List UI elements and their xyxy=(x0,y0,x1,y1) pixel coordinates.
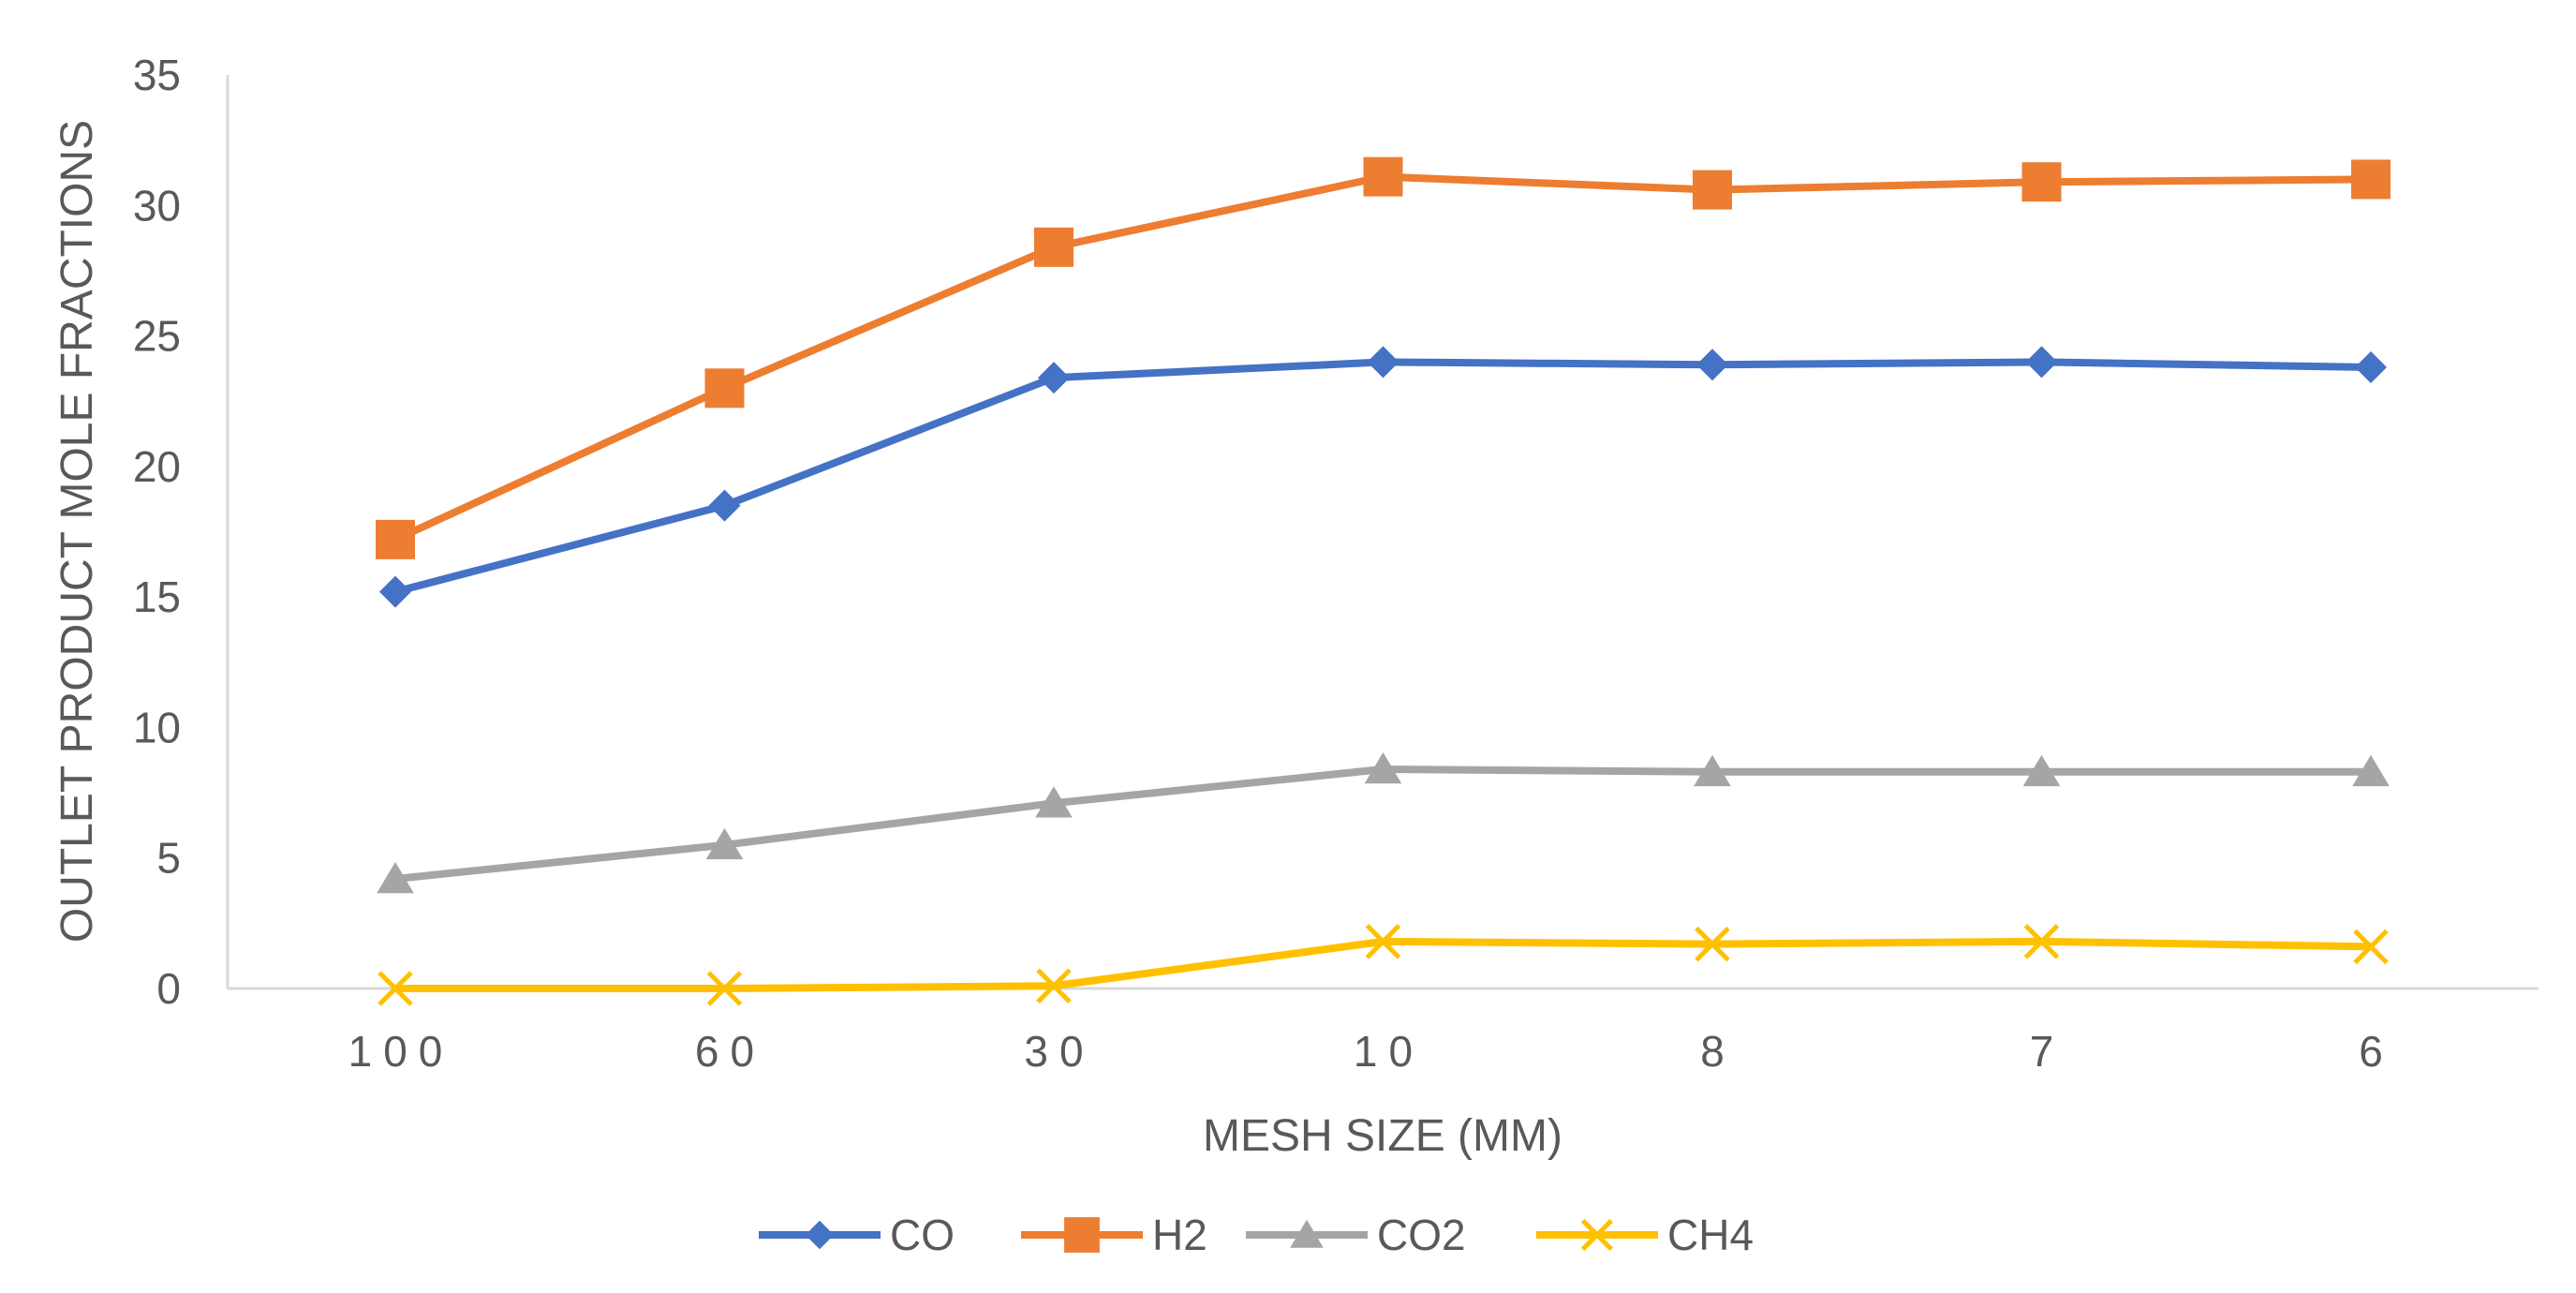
data-point-co xyxy=(1038,362,1070,394)
data-point-ch4 xyxy=(1036,968,1072,1003)
y-tick-labels: 0 5 10 15 20 25 30 35 xyxy=(133,51,181,1013)
y-tick-label: 20 xyxy=(133,442,181,491)
y-tick-label: 35 xyxy=(133,51,181,99)
legend-label-co: CO xyxy=(890,1211,955,1259)
legend-item-h2: H2 xyxy=(1021,1211,1207,1259)
data-point-ch4 xyxy=(378,971,413,1006)
y-tick-label: 10 xyxy=(133,703,181,751)
data-point-co2 xyxy=(1035,786,1073,818)
series-line-co2 xyxy=(392,765,2375,883)
series-co2 xyxy=(377,752,2390,894)
x-axis-title: MESH SIZE (MM) xyxy=(1203,1111,1562,1161)
legend-label-h2: H2 xyxy=(1152,1211,1207,1259)
series-layer xyxy=(376,156,2391,1006)
series-co xyxy=(379,346,2387,608)
data-point-co xyxy=(1367,346,1399,379)
data-point-ch4 xyxy=(2353,929,2389,965)
x-tick-label: 60 xyxy=(695,1027,765,1076)
x-tick-label: 8 xyxy=(1700,1027,1736,1076)
legend-marker-co2 xyxy=(1290,1219,1324,1248)
series-ch4 xyxy=(378,924,2389,1006)
y-tick-label: 30 xyxy=(133,181,181,230)
y-tick-label: 0 xyxy=(156,964,181,1013)
x-tick-label: 7 xyxy=(2030,1027,2065,1076)
y-tick-label: 25 xyxy=(133,312,181,361)
legend-item-co: CO xyxy=(759,1211,955,1259)
data-point-ch4 xyxy=(2023,924,2060,959)
data-point-ch4 xyxy=(1365,924,1401,959)
legend-marker-ch4 xyxy=(1580,1218,1614,1252)
series-line-ch4 xyxy=(392,937,2375,992)
data-point-h2 xyxy=(1693,170,1732,210)
legend-item-co2: CO2 xyxy=(1246,1211,1466,1259)
data-point-co xyxy=(2355,351,2387,383)
axes-layer xyxy=(226,75,2539,990)
data-point-h2 xyxy=(1034,227,1073,267)
data-point-co2 xyxy=(1694,754,1731,787)
x-tick-label: 6 xyxy=(2359,1027,2394,1076)
series-h2 xyxy=(376,156,2391,559)
legend-label-ch4: CH4 xyxy=(1667,1211,1754,1259)
data-point-ch4 xyxy=(706,971,743,1006)
data-point-co xyxy=(2025,346,2058,379)
legend: CO H2 CO2 CH4 xyxy=(759,1211,1754,1259)
data-point-h2 xyxy=(704,368,745,409)
x-tick-label: 30 xyxy=(1024,1027,1094,1076)
legend-marker-h2 xyxy=(1064,1217,1100,1253)
data-point-h2 xyxy=(2021,162,2062,202)
x-tick-label: 100 xyxy=(348,1027,454,1076)
x-tick-labels: 100 60 30 10 8 7 6 xyxy=(348,1027,2394,1076)
x-tick-label: 10 xyxy=(1354,1027,1424,1076)
data-point-co2 xyxy=(2022,754,2061,787)
y-tick-label: 15 xyxy=(133,572,181,621)
legend-item-ch4: CH4 xyxy=(1536,1211,1754,1259)
data-point-h2 xyxy=(1363,156,1403,197)
series-line-co xyxy=(392,358,2375,596)
data-point-h2 xyxy=(376,519,415,559)
data-point-co xyxy=(1696,349,1728,381)
data-point-co2 xyxy=(2352,754,2390,787)
data-point-ch4 xyxy=(1695,926,1730,962)
data-point-co xyxy=(708,489,741,522)
data-point-co2 xyxy=(1364,752,1402,784)
data-point-h2 xyxy=(2351,159,2391,200)
y-axis-title: OUTLET PRODUCT MOLE FRACTIONS xyxy=(52,120,102,943)
data-point-co2 xyxy=(705,827,744,860)
legend-marker-co xyxy=(805,1220,835,1250)
legend-label-co2: CO2 xyxy=(1377,1211,1466,1259)
data-point-co xyxy=(379,575,411,608)
y-tick-label: 5 xyxy=(156,834,181,883)
data-point-co2 xyxy=(377,862,414,894)
